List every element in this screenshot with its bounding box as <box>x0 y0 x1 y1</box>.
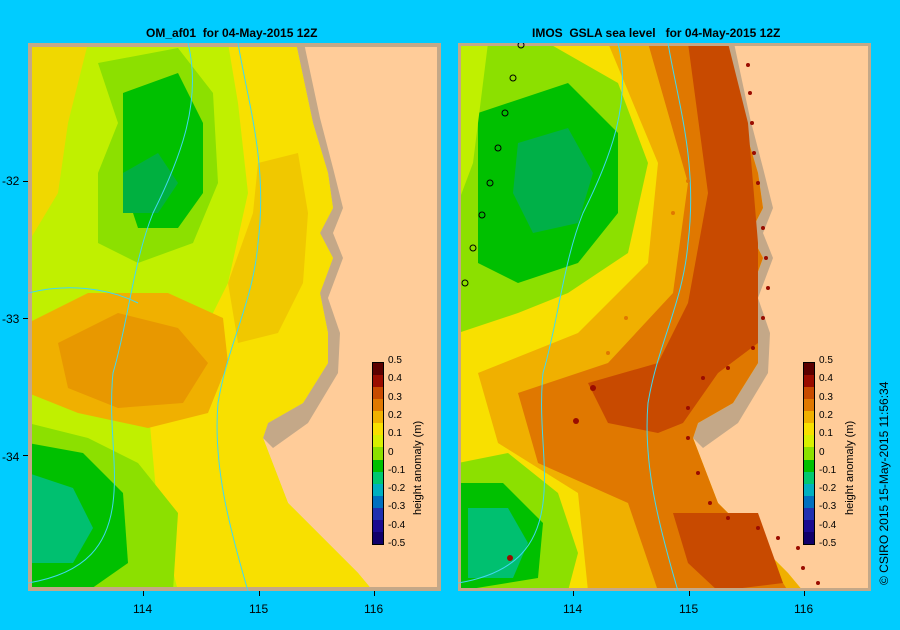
colorbar-swatch <box>804 399 814 412</box>
colorbar-swatch <box>804 471 814 484</box>
colorbar-swatch <box>373 483 383 496</box>
colorbar-tick-label: 0.3 <box>388 391 402 403</box>
y-tick-label: -33 <box>2 312 20 326</box>
colorbar-tick-label: -0.1 <box>388 464 406 476</box>
colorbar-swatch <box>373 495 383 508</box>
colorbar-tick-label: -0.4 <box>819 519 837 531</box>
colorbar-swatch <box>373 423 383 436</box>
colorbar-label-right: height anomaly (m) <box>844 420 856 515</box>
colorbar-tick-label: -0.5 <box>388 538 406 549</box>
colorbar-swatch <box>373 471 383 484</box>
colorbar-gradient <box>372 362 384 545</box>
colorbar-tick-label: 0 <box>388 446 394 458</box>
panel-title-right: IMOS GSLA sea level for 04-May-2015 12Z <box>532 26 781 40</box>
colorbar-swatch <box>804 387 814 400</box>
colorbar-gradient <box>803 362 815 545</box>
y-tick-label: -32 <box>2 174 20 188</box>
colorbar-tick-label: 0.2 <box>819 409 833 421</box>
colorbar-tick-label: -0.2 <box>388 483 406 495</box>
colorbar-swatch <box>804 519 814 532</box>
colorbar-swatch <box>373 531 383 544</box>
colorbar-swatch <box>804 435 814 448</box>
colorbar-swatch <box>373 447 383 460</box>
x-tick-label: 116 <box>364 602 384 616</box>
colorbar-swatch <box>804 531 814 544</box>
colorbar-tick-label: 0.5 <box>819 355 833 366</box>
colorbar-swatch <box>373 363 383 376</box>
map-panel-observed <box>455 40 874 594</box>
colorbar-swatch <box>804 459 814 472</box>
x-tick-label: 116 <box>794 602 814 616</box>
colorbar-tick-label: 0.5 <box>388 355 402 366</box>
colorbar-tick-label: -0.3 <box>388 501 406 513</box>
colorbar-tick-label: 0.4 <box>819 373 833 385</box>
colorbar-swatch <box>804 411 814 424</box>
colorbar-swatch <box>804 423 814 436</box>
colorbar-swatch <box>373 459 383 472</box>
x-tick-label: 114 <box>133 602 153 616</box>
colorbar-swatch <box>373 387 383 400</box>
y-tick-label: -34 <box>2 450 20 464</box>
colorbar-swatch <box>373 375 383 388</box>
colorbar-ticks-left: 0.5 0.4 0.3 0.2 0.1 0 -0.1 -0.2 -0.3 -0.4 -0.5 <box>388 355 418 550</box>
colorbar-swatch <box>804 507 814 520</box>
colorbar-left <box>372 362 384 545</box>
map-panel-model <box>24 39 445 595</box>
colorbar-tick-label: 0 <box>819 446 825 458</box>
colorbar-tick-label: -0.2 <box>819 483 837 495</box>
colorbar-swatch <box>373 411 383 424</box>
model-sea-level-map <box>24 39 445 595</box>
colorbar-swatch <box>804 495 814 508</box>
colorbar-swatch <box>804 363 814 376</box>
colorbar-tick-label: 0.1 <box>819 428 833 440</box>
colorbar-tick-label: 0.2 <box>388 409 402 421</box>
colorbar-swatch <box>373 435 383 448</box>
colorbar-ticks-right: 0.5 0.4 0.3 0.2 0.1 0 -0.1 -0.2 -0.3 -0.4 -0.5 <box>819 355 849 550</box>
colorbar-tick-label: 0.4 <box>388 373 402 385</box>
x-tick-label: 115 <box>249 602 269 616</box>
colorbar-tick-label: -0.4 <box>388 519 406 531</box>
colorbar-tick-label: -0.1 <box>819 464 837 476</box>
colorbar-tick-label: 0.1 <box>388 428 402 440</box>
x-tick-label: 114 <box>563 602 583 616</box>
colorbar-swatch <box>373 507 383 520</box>
colorbar-swatch <box>804 375 814 388</box>
x-tick-label: 115 <box>679 602 699 616</box>
credit-text: © CSIRO 2015 15-May-2015 11:56:34 <box>877 381 891 585</box>
observed-sea-level-map <box>455 40 874 594</box>
panel-title-left: OM_af01 for 04-May-2015 12Z <box>146 26 318 40</box>
colorbar-tick-label: 0.3 <box>819 391 833 403</box>
colorbar-tick-label: -0.5 <box>819 538 837 549</box>
colorbar-right <box>803 362 815 545</box>
colorbar-tick-label: -0.3 <box>819 501 837 513</box>
colorbar-swatch <box>804 483 814 496</box>
colorbar-swatch <box>804 447 814 460</box>
colorbar-swatch <box>373 519 383 532</box>
colorbar-swatch <box>373 399 383 412</box>
colorbar-label-left: height anomaly (m) <box>412 420 424 515</box>
